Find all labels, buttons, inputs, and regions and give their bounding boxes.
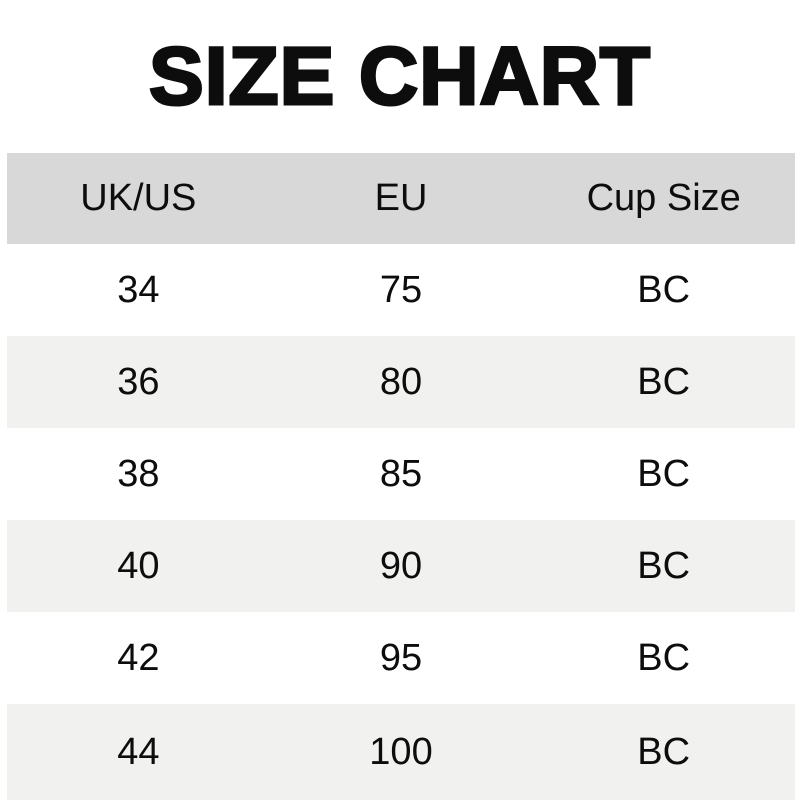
table-row: 42 95 BC xyxy=(7,612,795,704)
table-header-row: UK/US EU Cup Size xyxy=(7,153,795,244)
table-cell: 100 xyxy=(369,730,433,773)
column-header-cup-size: Cup Size xyxy=(586,177,741,219)
table-cell: 80 xyxy=(379,360,423,403)
table-cell: BC xyxy=(637,636,691,679)
table-cell: 38 xyxy=(117,452,160,495)
table-cell: 44 xyxy=(117,730,160,773)
table-cell: 90 xyxy=(379,544,423,587)
table-cell: 34 xyxy=(117,268,160,311)
table-cell: BC xyxy=(637,268,691,311)
table-cell: BC xyxy=(637,360,691,403)
column-header-eu: EU xyxy=(374,177,428,219)
table-row: 38 85 BC xyxy=(7,428,795,520)
table-cell: 42 xyxy=(117,636,160,679)
table-cell: BC xyxy=(637,544,691,587)
table-row: 36 80 BC xyxy=(7,336,795,428)
table-cell: BC xyxy=(637,730,691,773)
title-area: SIZE CHART xyxy=(0,0,800,153)
table-cell: BC xyxy=(637,452,691,495)
table-row: 34 75 BC xyxy=(7,244,795,336)
table-cell: 95 xyxy=(379,636,423,679)
table-row: 40 90 BC xyxy=(7,520,795,612)
table-cell: 40 xyxy=(117,544,160,587)
size-chart-title: SIZE CHART xyxy=(148,29,652,123)
table-row: 44 100 BC xyxy=(7,704,795,800)
table-cell: 36 xyxy=(117,360,160,403)
size-chart-table: UK/US EU Cup Size 34 75 BC 36 80 BC 38 8… xyxy=(7,153,795,800)
table-cell: 75 xyxy=(379,268,423,311)
table-cell: 85 xyxy=(379,452,423,495)
column-header-uk-us: UK/US xyxy=(80,177,197,219)
